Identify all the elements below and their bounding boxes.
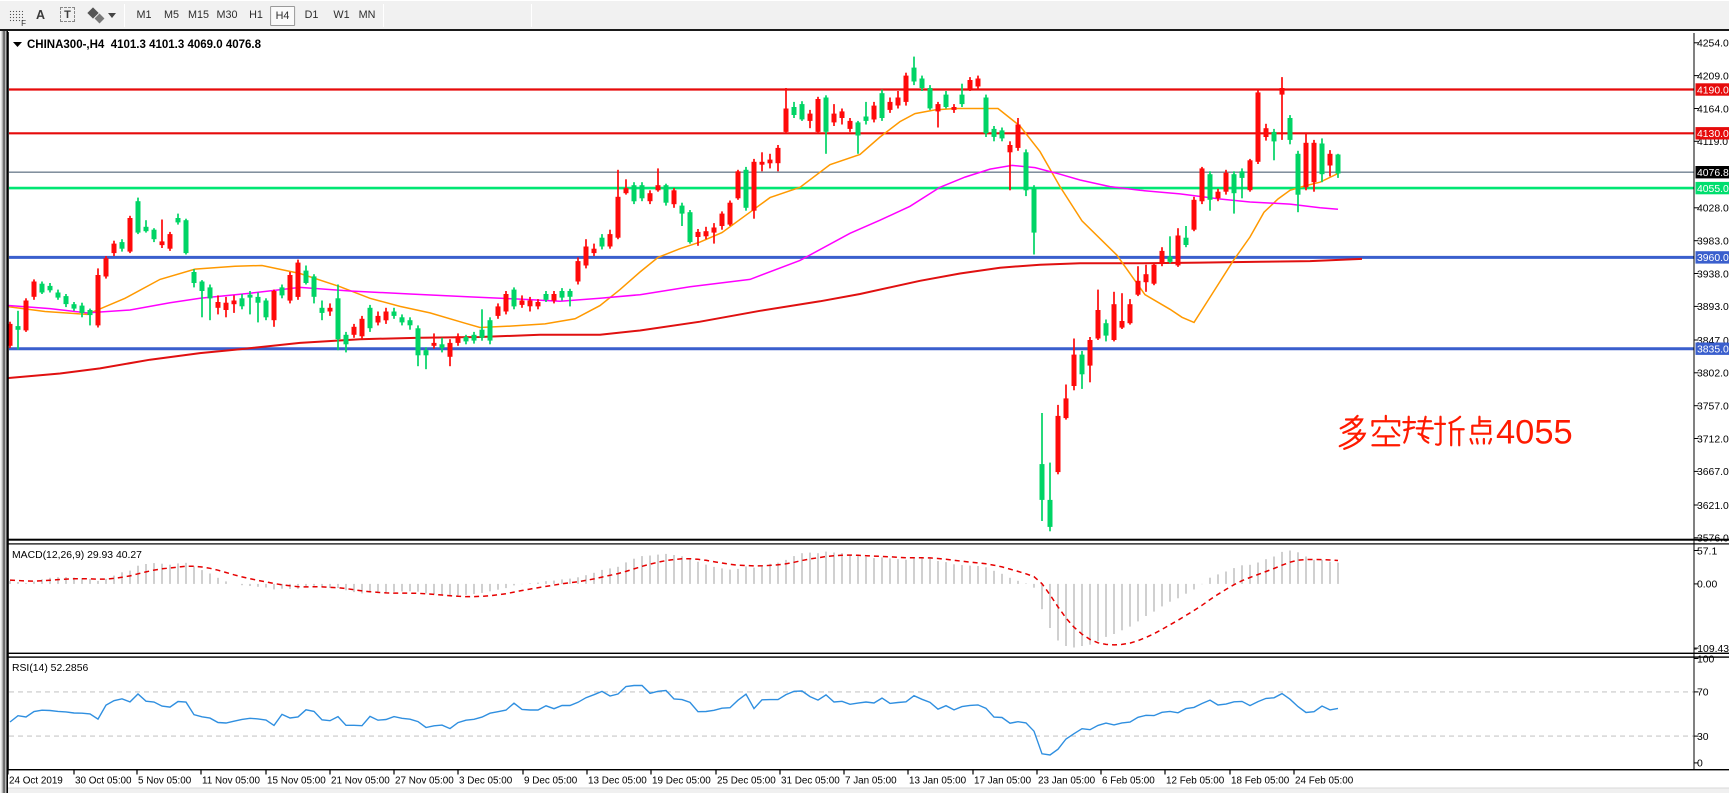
svg-text:100: 100 <box>1697 654 1715 665</box>
svg-text:4028.0: 4028.0 <box>1697 204 1729 215</box>
svg-text:18 Feb 05:00: 18 Feb 05:00 <box>1231 776 1290 787</box>
svg-text:4164.0: 4164.0 <box>1697 104 1729 115</box>
svg-text:4076.8: 4076.8 <box>1697 168 1729 179</box>
svg-text:11 Nov 05:00: 11 Nov 05:00 <box>202 776 261 787</box>
svg-text:RSI(14) 52.2856: RSI(14) 52.2856 <box>12 663 88 674</box>
svg-text:30 Oct 05:00: 30 Oct 05:00 <box>75 776 132 787</box>
svg-text:5 Nov 05:00: 5 Nov 05:00 <box>138 776 192 787</box>
svg-text:4209.0: 4209.0 <box>1697 71 1729 82</box>
svg-text:6 Feb 05:00: 6 Feb 05:00 <box>1102 776 1155 787</box>
svg-text:3 Dec 05:00: 3 Dec 05:00 <box>459 776 513 787</box>
svg-text:MACD(12,26,9) 29.93 40.27: MACD(12,26,9) 29.93 40.27 <box>12 550 142 561</box>
svg-text:CHINA300-,H4 4101.3 4101.3 40: CHINA300-,H4 4101.3 4101.3 4069.0 4076.8 <box>27 39 262 51</box>
svg-text:4055.0: 4055.0 <box>1697 184 1729 195</box>
svg-text:3802.0: 3802.0 <box>1697 369 1729 380</box>
svg-text:27 Nov 05:00: 27 Nov 05:00 <box>395 776 454 787</box>
svg-text:0.00: 0.00 <box>1697 580 1717 591</box>
svg-text:4190.0: 4190.0 <box>1697 85 1729 96</box>
svg-text:9 Dec 05:00: 9 Dec 05:00 <box>524 776 578 787</box>
svg-text:3835.0: 3835.0 <box>1697 345 1729 356</box>
svg-text:3893.0: 3893.0 <box>1697 302 1729 313</box>
svg-text:30: 30 <box>1697 732 1709 743</box>
svg-text:15 Nov 05:00: 15 Nov 05:00 <box>267 776 326 787</box>
svg-text:13 Jan 05:00: 13 Jan 05:00 <box>909 776 967 787</box>
svg-text:3847.0: 3847.0 <box>1697 336 1729 347</box>
svg-text:7 Jan 05:00: 7 Jan 05:00 <box>845 776 897 787</box>
svg-text:12 Feb 05:00: 12 Feb 05:00 <box>1166 776 1225 787</box>
svg-text:25 Dec 05:00: 25 Dec 05:00 <box>717 776 776 787</box>
svg-text:-109.43: -109.43 <box>1694 644 1729 655</box>
svg-text:4055: 4055 <box>1496 414 1573 452</box>
svg-text:24 Feb 05:00: 24 Feb 05:00 <box>1295 776 1354 787</box>
svg-text:70: 70 <box>1697 688 1709 699</box>
svg-text:3576.0: 3576.0 <box>1697 534 1729 545</box>
svg-text:13 Dec 05:00: 13 Dec 05:00 <box>588 776 647 787</box>
svg-text:31 Dec 05:00: 31 Dec 05:00 <box>781 776 840 787</box>
svg-text:3621.0: 3621.0 <box>1697 501 1729 512</box>
svg-text:19 Dec 05:00: 19 Dec 05:00 <box>652 776 711 787</box>
svg-text:3960.0: 3960.0 <box>1697 253 1729 264</box>
svg-text:23 Jan 05:00: 23 Jan 05:00 <box>1038 776 1096 787</box>
svg-text:0: 0 <box>1697 759 1703 770</box>
svg-text:3757.0: 3757.0 <box>1697 402 1729 413</box>
svg-text:57.1: 57.1 <box>1697 546 1717 557</box>
svg-text:3983.0: 3983.0 <box>1697 237 1729 248</box>
svg-text:3667.0: 3667.0 <box>1697 467 1729 478</box>
svg-text:17 Jan 05:00: 17 Jan 05:00 <box>974 776 1032 787</box>
svg-text:21 Nov 05:00: 21 Nov 05:00 <box>331 776 390 787</box>
svg-text:3938.0: 3938.0 <box>1697 269 1729 280</box>
svg-text:4119.0: 4119.0 <box>1697 137 1728 148</box>
svg-text:4254.0: 4254.0 <box>1697 39 1729 50</box>
svg-text:24 Oct 2019: 24 Oct 2019 <box>9 776 63 787</box>
svg-text:4130.0: 4130.0 <box>1697 129 1729 140</box>
svg-text:3712.0: 3712.0 <box>1697 434 1729 445</box>
